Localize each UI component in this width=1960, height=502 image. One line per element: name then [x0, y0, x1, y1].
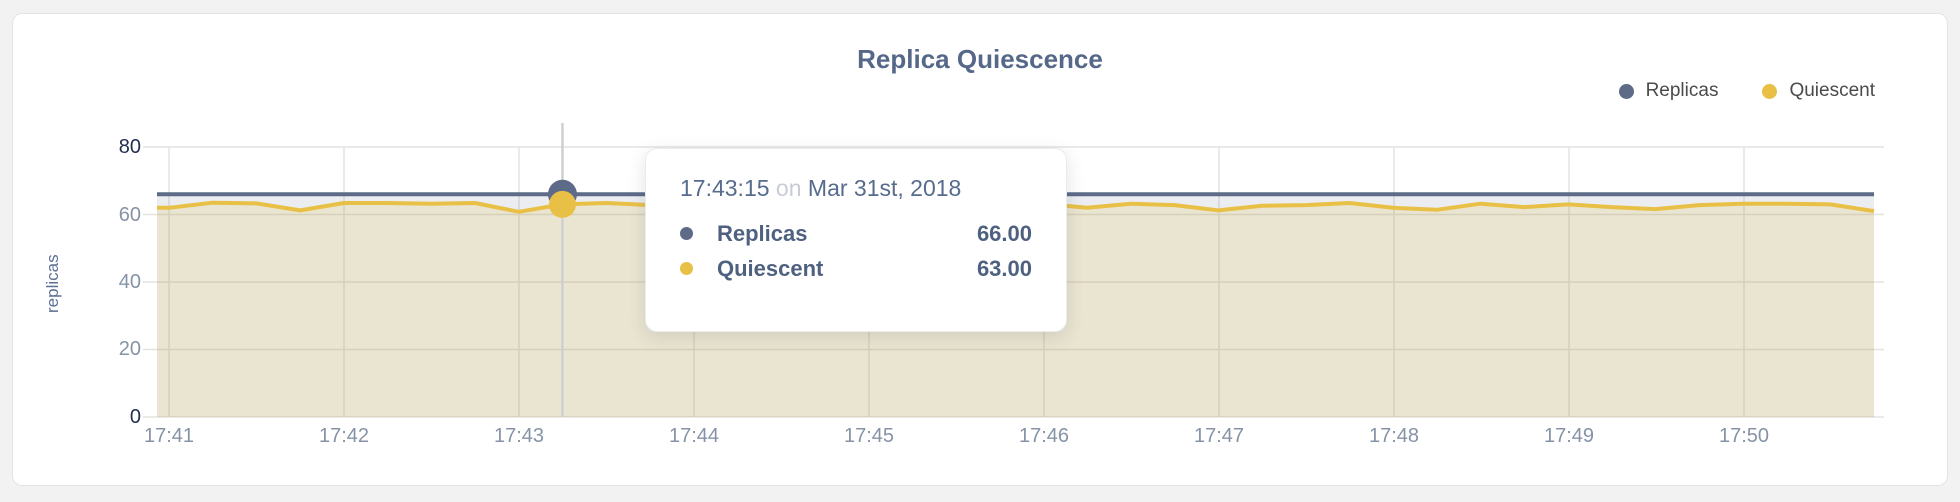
x-tick-1741: 17:41 — [143, 425, 195, 447]
x-tick-1746: 17:46 — [1018, 425, 1070, 447]
tooltip-rows: Replicas 66.00 Quiescent 63.00 — [680, 216, 1032, 286]
replicas-dot-icon — [680, 227, 693, 240]
replicas-legend-dot-icon — [1618, 83, 1634, 99]
chart-title: Replica Quiescence — [857, 44, 1103, 74]
x-tick-1743: 17:43 — [493, 425, 545, 447]
chart-card: Replica Quiescence Replicas Quiescent re… — [12, 13, 1948, 486]
tooltip-row-replicas: Replicas 66.00 — [680, 216, 1032, 251]
x-tick-1745: 17:45 — [843, 425, 895, 447]
legend-label: Quiescent — [1789, 80, 1875, 101]
x-tick-1744: 17:44 — [668, 425, 720, 447]
tooltip-series-label: Quiescent — [717, 255, 824, 281]
x-tick-1747: 17:47 — [1193, 425, 1245, 447]
chart-legend: Replicas Quiescent — [1618, 80, 1875, 102]
legend-label: Replicas — [1645, 80, 1719, 101]
x-tick-1742: 17:42 — [318, 425, 370, 447]
quiescent-dot-icon — [680, 262, 693, 275]
x-tick-1748: 17:48 — [1368, 425, 1420, 447]
legend-item-quiescent[interactable]: Quiescent — [1762, 80, 1875, 102]
quiescent-legend-dot-icon — [1762, 83, 1778, 99]
y-tick-20: 20 — [118, 338, 141, 360]
tooltip-connector: on — [775, 175, 802, 201]
y-tick-60: 60 — [118, 204, 141, 226]
tooltip-series-value: 63.00 — [976, 255, 1032, 281]
y-tick-0: 0 — [129, 406, 141, 428]
hover-tooltip: 17:43:15 on Mar 31st, 2018 Replicas 66.0… — [645, 148, 1067, 332]
x-tick-1750: 17:50 — [1718, 425, 1770, 447]
tooltip-time: 17:43:15 — [680, 175, 770, 201]
y-axis-title: replicas — [43, 254, 62, 314]
x-tick-1749: 17:49 — [1543, 425, 1595, 447]
tooltip-header: 17:43:15 on Mar 31st, 2018 — [680, 175, 1032, 202]
legend-item-replicas[interactable]: Replicas — [1618, 80, 1719, 102]
tooltip-date: Mar 31st, 2018 — [807, 175, 962, 201]
tooltip-series-value: 66.00 — [976, 220, 1032, 246]
tooltip-row-quiescent: Quiescent 63.00 — [680, 251, 1032, 286]
y-tick-40: 40 — [118, 271, 141, 293]
tooltip-series-label: Replicas — [717, 220, 808, 246]
y-tick-80: 80 — [118, 136, 141, 158]
